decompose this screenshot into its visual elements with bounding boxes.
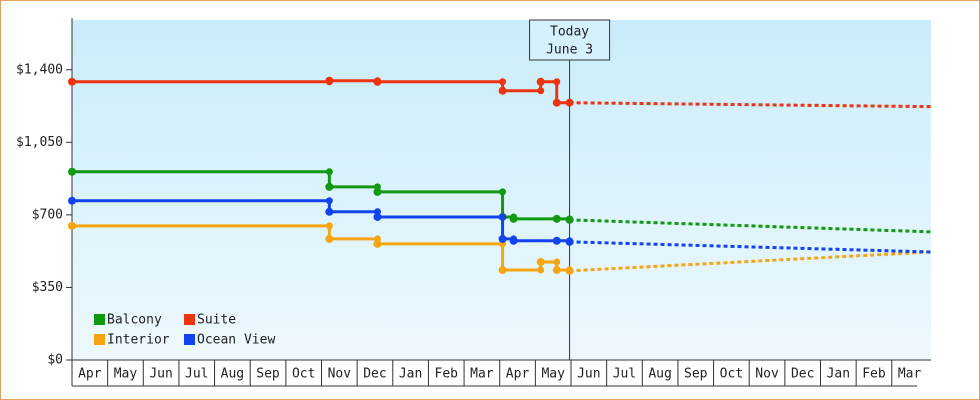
- y-tick-label: $1,400: [16, 62, 63, 77]
- step-joint: [537, 87, 545, 95]
- step-joint: [499, 213, 507, 221]
- x-tick-label: Mar: [470, 367, 494, 382]
- legend-swatch: [184, 314, 195, 325]
- point: [68, 221, 76, 230]
- point: [373, 187, 382, 196]
- projection-line: [569, 218, 932, 234]
- today-box: [529, 19, 611, 61]
- step-joint: [325, 197, 333, 205]
- x-tick-label: Aug: [221, 367, 244, 382]
- x-tick-label: Dec: [791, 367, 814, 382]
- point: [552, 266, 561, 275]
- y-tick-label: $1,050: [16, 135, 63, 150]
- x-tick-label: Jan: [827, 367, 850, 382]
- x-tick-label: May: [541, 367, 565, 382]
- x-tick-label: Feb: [435, 367, 459, 382]
- legend-swatch: [184, 334, 195, 345]
- step-joint: [553, 258, 561, 266]
- point: [325, 234, 334, 243]
- x-tick-label: Jun: [149, 367, 172, 382]
- point: [536, 257, 545, 266]
- point: [498, 86, 507, 95]
- step-joint: [325, 168, 333, 176]
- point: [509, 214, 518, 223]
- projection-line: [569, 250, 932, 273]
- point: [68, 77, 76, 86]
- x-tick-label: Dec: [363, 367, 386, 382]
- x-tick-label: Aug: [648, 367, 671, 382]
- x-tick-label: Nov: [755, 367, 779, 382]
- point: [552, 98, 561, 107]
- point: [373, 239, 382, 248]
- y-tick-label: $0: [47, 353, 63, 368]
- x-tick-label: Mar: [898, 367, 922, 382]
- x-tick-label: Oct: [720, 367, 743, 382]
- today-label: Today: [550, 25, 589, 40]
- point: [536, 77, 545, 86]
- step-joint: [553, 78, 561, 86]
- legend-label: Suite: [197, 313, 236, 328]
- x-tick-label: Jul: [613, 367, 636, 382]
- step-joint: [325, 222, 333, 230]
- point: [68, 167, 76, 176]
- x-tick-label: Jun: [577, 367, 600, 382]
- point: [373, 77, 382, 86]
- step-joint: [537, 266, 545, 274]
- step-joint: [499, 188, 507, 196]
- y-tick-label: $700: [32, 207, 63, 222]
- projection-line: [569, 101, 932, 109]
- projection-line: [569, 240, 932, 254]
- x-tick-label: Jul: [185, 367, 208, 382]
- point: [325, 76, 334, 85]
- legend-label: Interior: [107, 333, 170, 348]
- legend-swatch: [94, 334, 105, 345]
- step-joint: [499, 78, 507, 86]
- x-tick-label: Feb: [862, 367, 886, 382]
- point: [498, 266, 507, 275]
- point: [552, 214, 561, 223]
- x-tick-label: Apr: [506, 367, 530, 382]
- x-tick-label: Nov: [328, 367, 352, 382]
- x-tick-label: May: [114, 367, 138, 382]
- legend-label: Ocean View: [197, 333, 275, 348]
- x-tick-label: Oct: [292, 367, 315, 382]
- point: [325, 182, 334, 191]
- x-tick-label: Apr: [78, 367, 102, 382]
- point: [325, 207, 334, 216]
- x-tick-label: Sep: [256, 367, 280, 382]
- y-tick-label: $350: [32, 280, 63, 295]
- point: [509, 236, 518, 245]
- point: [373, 212, 382, 221]
- point: [552, 236, 561, 245]
- legend-label: Balcony: [107, 313, 162, 328]
- x-tick-label: Jan: [399, 367, 422, 382]
- point: [498, 234, 507, 243]
- legend-swatch: [94, 314, 105, 325]
- x-tick-label: Sep: [684, 367, 708, 382]
- today-date: June 3: [546, 43, 593, 58]
- point: [68, 196, 76, 205]
